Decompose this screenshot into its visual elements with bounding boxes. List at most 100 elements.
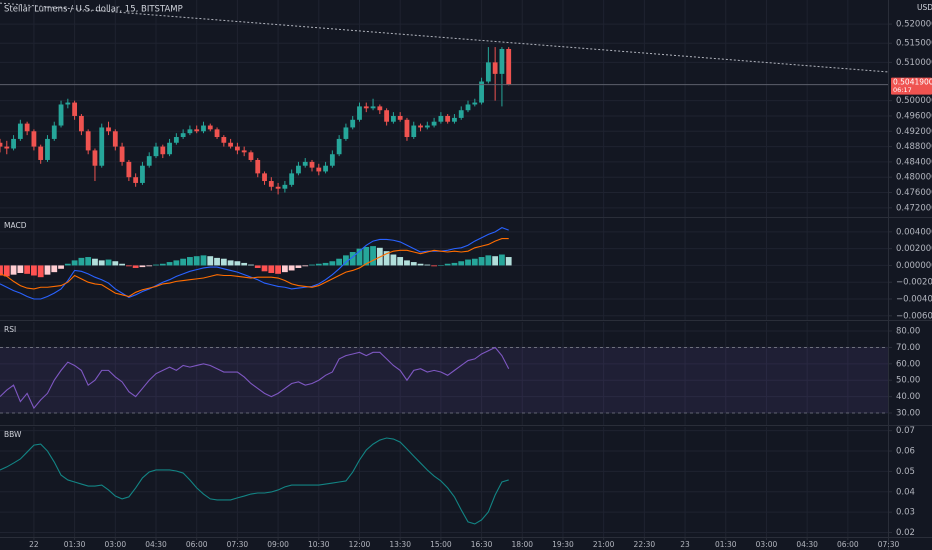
values: [0, 346, 510, 410]
histogram-bar: [499, 254, 505, 266]
candle-body: [65, 102, 71, 105]
y-tick-label: 0.52000000: [896, 20, 932, 30]
candle-body: [479, 81, 484, 103]
y-tick-label: 0.49600000: [896, 111, 932, 121]
histogram-bar: [44, 265, 51, 275]
y-tick-label: 40.00: [896, 392, 920, 402]
histogram-bar: [329, 261, 336, 266]
histogram-bar: [397, 257, 404, 266]
histogram-bar: [417, 263, 424, 266]
candle-body: [268, 181, 274, 187]
histogram-bar: [64, 263, 71, 266]
histogram-bar: [275, 265, 281, 274]
candle-body: [31, 131, 37, 147]
histogram-bar: [112, 261, 119, 266]
histogram-bar: [261, 265, 268, 272]
histogram-bar: [180, 258, 187, 266]
histogram-bar: [268, 265, 275, 273]
countdown: 06:17: [893, 86, 912, 94]
y-tick-label: 0.48000000: [896, 173, 932, 183]
candle-body: [221, 137, 227, 143]
histogram-bar: [166, 262, 173, 266]
histogram-bar: [370, 246, 376, 266]
candle-body: [309, 161, 315, 168]
histogram-bar: [485, 255, 492, 266]
histogram-bar: [410, 262, 417, 266]
candle-body: [411, 125, 417, 138]
y-tick-label: −0.00200000: [896, 278, 932, 288]
candle-body: [153, 146, 159, 157]
x-tick-label: 22:30: [634, 540, 656, 549]
histogram-bar: [492, 256, 499, 266]
candle-body: [404, 119, 410, 138]
candle-body: [85, 131, 91, 151]
histogram-bar: [322, 262, 329, 266]
candle-body: [438, 115, 444, 122]
y-tick-label: 0.51500000: [896, 39, 932, 49]
histogram-bar: [451, 262, 458, 266]
y-tick-label: 0.49200000: [896, 127, 932, 137]
candle-body: [78, 115, 84, 132]
histogram-bar: [139, 265, 146, 268]
histogram-bar: [227, 260, 234, 266]
histogram-bar: [119, 263, 125, 266]
histogram-bar: [309, 264, 315, 266]
histogram-bar: [458, 261, 465, 266]
histogram-bar: [234, 261, 241, 266]
candle-body: [506, 48, 512, 85]
histogram-bar: [315, 263, 322, 266]
candle-body: [112, 131, 118, 147]
candle-body: [126, 161, 132, 178]
histogram-bar: [349, 252, 356, 266]
x-tick-label: 18:00: [511, 540, 533, 549]
candle-body: [465, 104, 471, 111]
macd-line: [0, 227, 509, 300]
y-tick-label: 0.06: [896, 447, 915, 457]
y-tick-label: 0.00200000: [896, 244, 932, 254]
histogram-bar: [200, 255, 207, 266]
candle-body: [201, 125, 206, 132]
x-tick-label: 19:30: [552, 540, 574, 549]
histogram-bar: [85, 257, 92, 266]
histogram-bar: [58, 265, 64, 269]
candle-body: [234, 146, 240, 151]
candle-body: [391, 115, 396, 122]
candle-body: [282, 184, 288, 189]
pane-title: RSI: [4, 325, 16, 334]
histogram-bar: [241, 262, 248, 266]
candle-body: [11, 138, 16, 149]
currency-bg: [915, 1, 932, 13]
candle-body: [241, 150, 247, 153]
y-tick-label: −0.00400000: [896, 295, 932, 305]
x-tick-label: 13:30: [389, 540, 411, 549]
histogram-bar: [281, 265, 288, 273]
histogram-bar: [71, 260, 78, 266]
candle-body: [431, 121, 437, 126]
candle-body: [228, 142, 234, 147]
candle-body: [4, 146, 10, 149]
histogram-bar: [31, 265, 37, 276]
x-tick-label: 03:00: [756, 540, 778, 549]
candle-body: [472, 102, 478, 105]
histogram-bar: [10, 265, 17, 275]
x-tick-label: 12:00: [349, 540, 371, 549]
x-tick-label: 01:30: [64, 540, 86, 549]
histogram-bar: [254, 265, 261, 268]
histogram-bar: [431, 265, 437, 267]
histogram-bar: [153, 264, 159, 266]
trendline: [0, 2, 889, 73]
candle-body: [214, 129, 220, 138]
histogram-bar: [471, 258, 478, 266]
histogram-bar: [383, 251, 390, 266]
y-tick-label: 30.00: [896, 409, 920, 419]
x-tick-label: 21:00: [593, 540, 615, 549]
candle-body: [289, 173, 295, 185]
candle-body: [133, 177, 139, 183]
x-tick-label: 07:30: [227, 540, 249, 549]
y-tick-label: 0.05: [896, 467, 915, 477]
x-tick-label: 04:30: [145, 540, 167, 549]
candle-body: [275, 186, 281, 189]
